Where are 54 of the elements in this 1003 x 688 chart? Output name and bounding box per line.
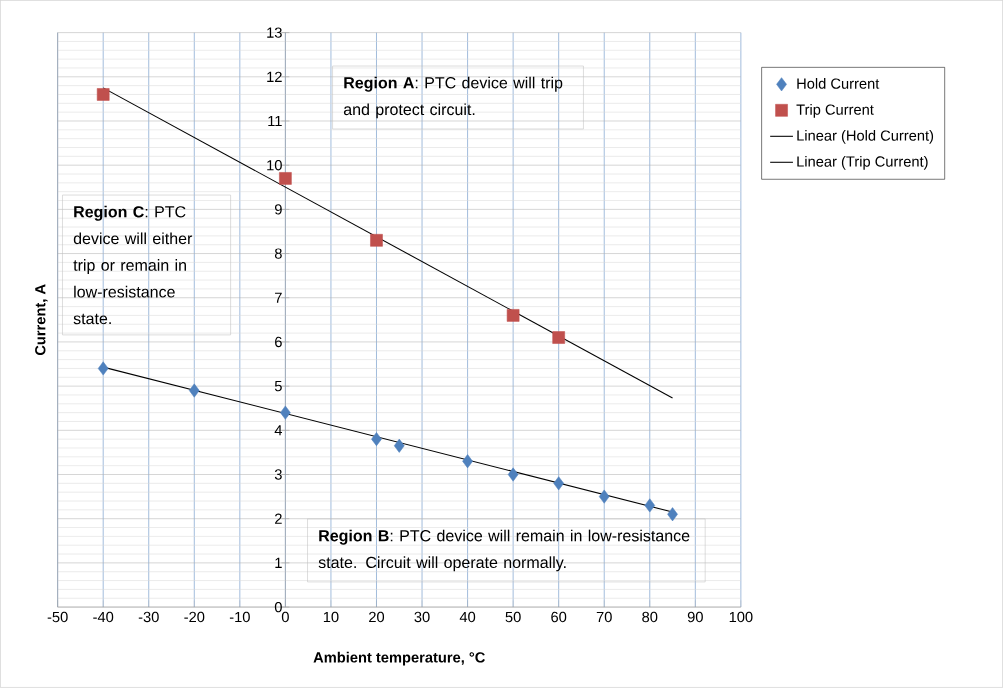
- point: [280, 405, 291, 420]
- x-tick-label: 10: [323, 611, 339, 623]
- y-tick-label: 9: [274, 204, 282, 215]
- y-tick-label: 0: [274, 602, 282, 613]
- x-tick-label: -20: [184, 611, 205, 623]
- point: [644, 498, 656, 513]
- x-tick-label: 40: [459, 611, 476, 623]
- x-tick-label: 70: [596, 611, 612, 623]
- y-tick-label: 1: [275, 557, 282, 569]
- point: [370, 234, 383, 247]
- y-tick-label: 8: [274, 248, 282, 259]
- y-tick-label: 10: [267, 160, 282, 171]
- legend-label: Trip Current: [796, 104, 874, 118]
- y-axis-title: Current, A: [35, 284, 48, 356]
- x-tick-label: 60: [551, 611, 567, 623]
- x-tick-label: 90: [687, 611, 703, 623]
- x-tick-label: 30: [414, 611, 430, 623]
- y-tick-label: 7: [275, 292, 282, 303]
- y-tick-label: 13: [267, 27, 282, 38]
- point: [279, 172, 292, 185]
- point: [96, 88, 110, 101]
- x-tick-label: -10: [229, 611, 250, 623]
- point: [393, 438, 405, 453]
- point: [507, 467, 519, 482]
- point: [371, 432, 382, 447]
- x-tick-label: -40: [93, 611, 114, 623]
- point: [462, 454, 473, 469]
- y-tick-label: 11: [268, 116, 282, 127]
- y-tick-label: 6: [275, 336, 282, 348]
- legend-label: Linear (Hold Current): [797, 130, 934, 144]
- point: [97, 361, 109, 376]
- x-tick-label: -30: [138, 611, 159, 623]
- annotation: Region C: PTC device will either trip or remain in low-resistance state.: [73, 205, 193, 325]
- point: [506, 309, 520, 322]
- point: [189, 383, 200, 398]
- point: [552, 331, 565, 344]
- legend-label: Linear (Trip Current): [797, 156, 928, 170]
- annotation: Region B: PTC device will remain in low-resistance state. Circuit will operate normally.: [318, 529, 690, 572]
- x-axis-title: Ambient temperature, °C: [313, 651, 485, 666]
- y-tick-label: 2: [275, 513, 282, 524]
- legend-label: Hold Current: [797, 78, 880, 89]
- x-tick-label: 50: [505, 611, 521, 623]
- point: [598, 489, 610, 504]
- y-tick-label: 12: [267, 71, 282, 83]
- x-tick-label: 80: [642, 611, 658, 623]
- annotation: Region A: PTC device will trip and protect circuit.: [343, 76, 563, 119]
- point: [553, 476, 564, 491]
- point: [667, 507, 678, 522]
- y-tick-label: 4: [274, 425, 283, 436]
- x-tick-label: 20: [369, 611, 385, 623]
- x-tick-label: 100: [729, 611, 753, 623]
- y-tick-label: 3: [274, 469, 282, 480]
- y-tick-label: 5: [274, 381, 282, 392]
- x-tick-label: -50: [47, 611, 68, 623]
